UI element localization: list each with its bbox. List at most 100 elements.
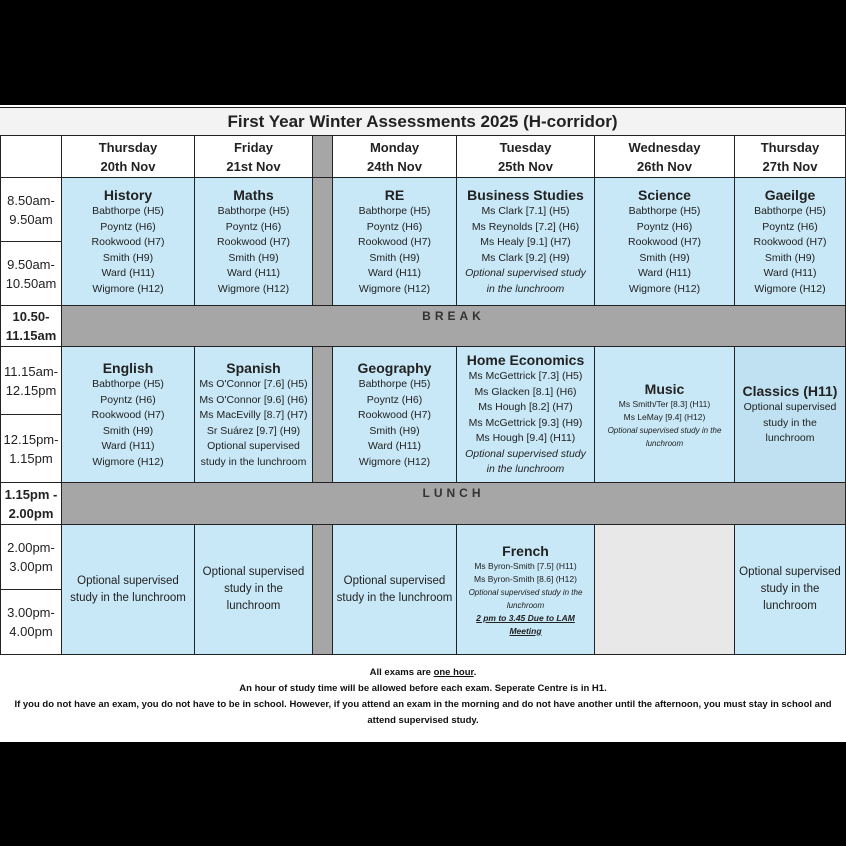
- day-header: Tuesday 25th Nov: [457, 136, 595, 178]
- exam-detail: Ms Reynolds [7.2] (H6): [471, 220, 580, 233]
- exam-detail: Poyntz (H6): [366, 393, 423, 406]
- exam-subject: History: [103, 187, 153, 203]
- time-slot-lunch: 1.15pm - 2.00pm: [0, 483, 62, 525]
- exam-detail: Smith (H9): [369, 251, 420, 264]
- time-slot-afternoon: 2.00pm- 3.00pm 3.00pm- 4.00pm: [0, 525, 62, 655]
- exam-slot: RE Babthorpe (H5) Poyntz (H6) Rookwood (H7)…: [333, 178, 457, 306]
- page-title: First Year Winter Assessments 2025 (H-co…: [0, 107, 846, 136]
- day-name: Friday: [233, 139, 273, 155]
- exam-slot: Optional supervised study in the lunchro…: [735, 525, 846, 655]
- day-header: Thursday 27th Nov: [735, 136, 846, 178]
- exam-detail: Wigmore (H12): [358, 282, 431, 295]
- exam-detail: 2 pm to 3.45 Due to LAM Meeting: [476, 612, 575, 636]
- exam-slot: French Ms Byron-Smith [7.5] (H11) Ms Byron…: [457, 525, 595, 655]
- time-label: 8.50am- 9.50am: [7, 192, 55, 227]
- exam-detail: Babthorpe (H5): [358, 205, 431, 217]
- exam-detail: Optional supervised study in the lunchro…: [336, 574, 453, 604]
- day-name: Thursday: [760, 139, 820, 155]
- exam-subject: Home Economics: [466, 352, 585, 369]
- day-date: 26th Nov: [637, 158, 692, 174]
- header-corner: [0, 136, 62, 178]
- exam-detail: Ms Byron-Smith [8.6] (H12): [474, 573, 577, 584]
- exam-detail: Ward (H11): [226, 267, 281, 279]
- exam-subject: English: [102, 360, 154, 376]
- exam-subject: Business Studies: [467, 187, 584, 203]
- time-label: 2.00pm- 3.00pm: [7, 540, 55, 574]
- one-hour-emphasis: one hour: [433, 667, 474, 678]
- exam-detail: Wigmore (H12): [754, 282, 826, 295]
- exam-slot: Spanish Ms O'Connor [7.6] (H5) Ms O'Connor…: [195, 347, 313, 483]
- exam-slot: Business Studies Ms Clark [7.1] (H5) Ms Re…: [457, 178, 595, 306]
- exam-detail: Poyntz (H6): [100, 220, 156, 233]
- exam-slot: Music Ms Smith/Ter [8.3] (H11) Ms LeMay [9…: [595, 347, 735, 483]
- exam-slot: Home Economics Ms McGettrick [7.3] (H5) Ms…: [457, 347, 595, 483]
- break-banner: BREAK: [62, 306, 846, 347]
- exam-detail: Babthorpe (H5): [217, 205, 290, 217]
- weekend-gap: [313, 347, 333, 483]
- time-label: 1.15pm - 2.00pm: [4, 486, 58, 521]
- exam-detail: Optional supervised: [207, 440, 300, 452]
- exam-detail: Smith (H9): [102, 424, 154, 437]
- exam-detail: Ms Hough [8.2] (H7): [478, 401, 573, 414]
- exam-subject: Gaeilge: [764, 187, 816, 203]
- footer-line-3: If you do not have an exam, you do not h…: [14, 699, 832, 726]
- exam-detail: Smith (H9): [639, 251, 690, 264]
- exam-slot: Science Babthorpe (H5) Poyntz (H6) Rookwood…: [595, 178, 735, 306]
- footer-notes: All exams are one hour. An hour of study…: [0, 665, 846, 729]
- exam-detail: Ward (H11): [637, 267, 692, 279]
- exam-detail: Ms Clark [7.1] (H5): [481, 205, 570, 217]
- weekend-gap: [313, 136, 333, 178]
- exam-detail: Ms Byron-Smith [7.5] (H11): [474, 560, 577, 571]
- exam-slot: Geography Babthorpe (H5) Poyntz (H6) Rookwo…: [333, 347, 457, 483]
- exam-detail: Poyntz (H6): [366, 220, 423, 233]
- time-label: 3.00pm- 4.00pm: [1, 589, 61, 654]
- exam-detail: Smith (H9): [228, 251, 279, 264]
- exam-detail: Optional supervised study: [465, 447, 586, 460]
- exam-detail: Wigmore (H12): [217, 282, 290, 295]
- exam-slot: Optional supervised study in the lunchro…: [62, 525, 195, 655]
- exam-subject: Classics (H11): [742, 383, 838, 400]
- day-header: Monday 24th Nov: [333, 136, 457, 178]
- time-label: 10.50- 11.15am: [5, 309, 57, 343]
- exam-detail: study in the: [763, 416, 817, 429]
- exam-detail: lunchroom: [765, 432, 815, 445]
- exam-detail: Ward (H11): [101, 267, 155, 279]
- exam-detail: Optional supervised study in the lunchro…: [70, 574, 186, 604]
- exam-detail: Ms O'Connor [9.6] (H6): [199, 393, 308, 406]
- exam-detail: Wigmore (H12): [92, 282, 164, 295]
- exam-slot: Gaeilge Babthorpe (H5) Poyntz (H6) Rookwood…: [735, 178, 846, 306]
- footer-line-2: An hour of study time will be allowed be…: [239, 683, 607, 694]
- day-name: Wednesday: [628, 139, 701, 155]
- exam-slot: Classics (H11) Optional supervised study i…: [735, 347, 846, 483]
- exam-detail: study in the lunchroom: [200, 455, 307, 468]
- day-date: 24th Nov: [367, 158, 422, 174]
- exam-detail: Ms LeMay [9.4] (H12): [623, 411, 706, 422]
- exam-detail: Optional supervised: [743, 401, 837, 414]
- weekend-gap: [313, 525, 333, 655]
- exam-detail: Ms O'Connor [7.6] (H5): [199, 378, 308, 390]
- exam-detail: Ms Clark [9.2] (H9): [481, 251, 570, 264]
- exam-detail: Ms McGettrick [7.3] (H5): [468, 370, 583, 383]
- exam-detail: Smith (H9): [764, 251, 816, 264]
- exam-detail: Rookwood (H7): [217, 236, 290, 248]
- day-name: Monday: [369, 139, 420, 155]
- exam-detail: Babthorpe (H5): [358, 378, 431, 390]
- time-slot-break: 10.50- 11.15am: [0, 306, 62, 347]
- day-date: 21st Nov: [226, 158, 281, 174]
- exam-detail: Optional supervised study in the lunchro…: [739, 566, 841, 612]
- timetable-sheet: All exams are one hour. An hour of study…: [0, 105, 846, 742]
- exam-detail: Ms MacEvilly [8.7] (H7): [199, 409, 308, 421]
- exam-detail: Ms Hough [9.4] (H11): [475, 432, 576, 445]
- exam-detail: Optional supervised study in the lunchro…: [607, 425, 722, 448]
- exam-slot: Optional supervised study in the lunchro…: [333, 525, 457, 655]
- day-name: Tuesday: [499, 139, 552, 155]
- exam-detail: Smith (H9): [369, 424, 420, 437]
- footer-line-1: All exams are one hour.: [369, 667, 477, 678]
- exam-detail: Poyntz (H6): [636, 220, 693, 233]
- exam-subject: French: [502, 542, 549, 559]
- exam-detail: Rookwood (H7): [358, 236, 431, 248]
- exam-detail: Poyntz (H6): [225, 220, 282, 233]
- exam-slot: English Babthorpe (H5) Poyntz (H6) Rookwood…: [62, 347, 195, 483]
- exam-detail: Ward (H11): [367, 440, 422, 452]
- exam-detail: Rookwood (H7): [753, 236, 827, 248]
